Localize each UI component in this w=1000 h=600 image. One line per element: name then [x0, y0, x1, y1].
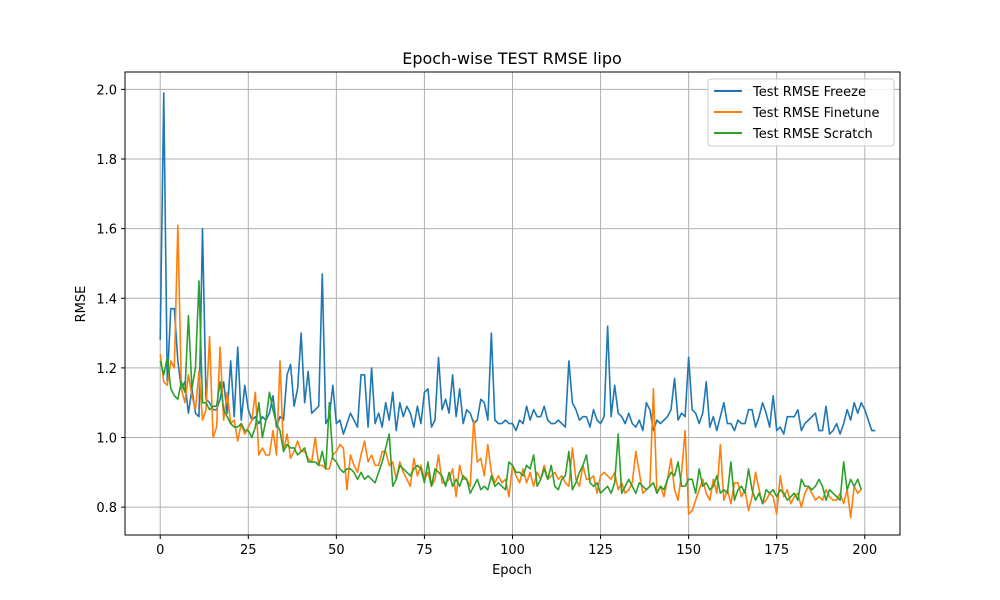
y-tick-label: 0.8: [96, 501, 117, 516]
x-tick-label: 0: [156, 543, 164, 558]
legend: Test RMSE Freeze Test RMSE Finetune Test R…: [707, 78, 895, 147]
legend-label-3: Test RMSE Scratch: [752, 127, 873, 142]
legend-box: [707, 78, 895, 147]
grid: [125, 72, 900, 535]
legend-label-2: Test RMSE Finetune: [752, 106, 880, 121]
y-ticks: 0.8 1.0 1.2 1.4 1.6 1.8 2.0: [96, 83, 125, 516]
y-axis-label: RMSE: [74, 286, 89, 323]
x-tick-label: 25: [240, 543, 257, 558]
y-tick-label: 1.2: [96, 362, 117, 377]
y-tick-label: 1.4: [96, 292, 117, 307]
x-tick-label: 150: [676, 543, 701, 558]
y-tick-label: 1.0: [96, 432, 117, 447]
x-tick-label: 200: [852, 543, 877, 558]
series-line-1: [159, 92, 876, 435]
y-tick-label: 1.8: [96, 153, 117, 168]
chart-title: Epoch-wise TEST RMSE lipo: [402, 49, 622, 68]
legend-label-1: Test RMSE Freeze: [752, 85, 866, 100]
x-axis-label: Epoch: [492, 563, 532, 578]
x-tick-label: 175: [764, 543, 789, 558]
series-group: [159, 92, 876, 519]
x-tick-label: 100: [500, 543, 525, 558]
series-line-3: [159, 280, 863, 505]
x-ticks: 0 25 50 75 100 125 150 175 200: [156, 535, 877, 558]
x-tick-label: 50: [328, 543, 345, 558]
y-tick-label: 1.6: [96, 223, 117, 238]
x-tick-label: 125: [588, 543, 613, 558]
x-tick-label: 75: [416, 543, 433, 558]
y-tick-label: 2.0: [96, 83, 117, 98]
